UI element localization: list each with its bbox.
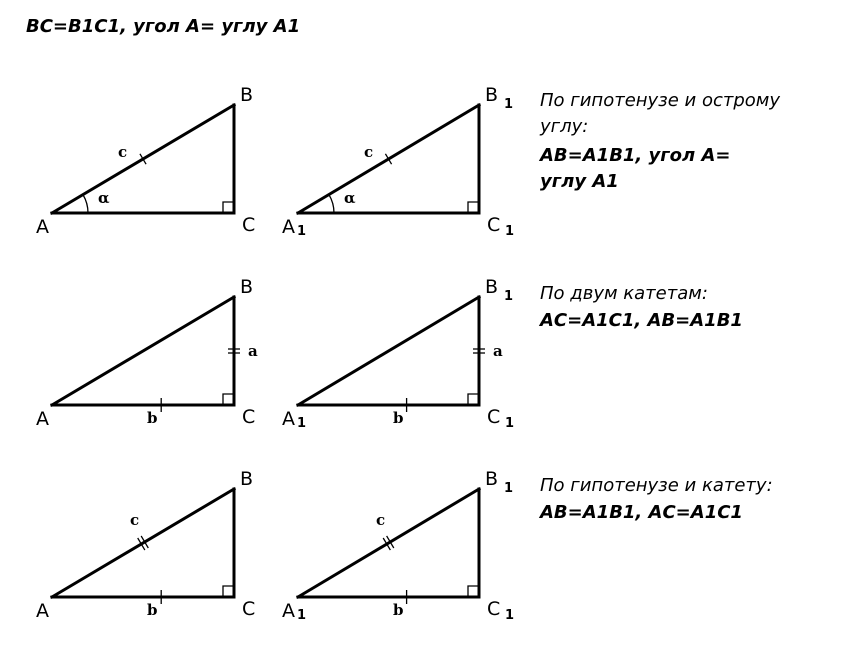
r3-t1-vertex-a: A	[36, 600, 49, 622]
r2-t2-sub-a: 1	[297, 416, 306, 431]
r1-t1-vertex-b: B	[240, 84, 253, 106]
r1-t1-angle-arc	[82, 194, 89, 214]
r3-t1-vertex-c: C	[242, 598, 255, 620]
caption-row3: По гипотенузе и катету:	[540, 475, 773, 496]
r2-t1-hypotenuse	[49, 294, 237, 408]
r3-t2-vertex-b: B	[485, 468, 498, 490]
r2-t1-vertex-c: C	[242, 406, 255, 428]
r3-t1-hyp-tick	[140, 535, 149, 549]
r2-t1-vertex-a: A	[36, 408, 49, 430]
r2-t2-sub-b: 1	[504, 289, 513, 304]
r1-t2-hyp-tick	[384, 153, 393, 165]
r3-t1-right-angle-mark	[222, 585, 234, 597]
r1-t1-right-angle-mark	[222, 201, 234, 213]
r3-t1-hyp-tick	[137, 537, 146, 551]
r3-t2-hyp-tick	[382, 537, 391, 551]
caption-row1-line2: углу:	[540, 116, 589, 137]
r1-t2-angle-arc	[328, 194, 335, 214]
r2-t1-label-a: a	[248, 342, 258, 360]
r2-t2-vertex-a: A	[282, 408, 295, 430]
figure-title: BC=B1C1, угол А= углу А1	[26, 16, 301, 37]
r1-t2-sub-b: 1	[504, 97, 513, 112]
caption-row1-line1: По гипотенузе и острому	[540, 90, 781, 111]
r1-t2-angle-alpha: α	[344, 189, 356, 207]
r2-t2-sub-c: 1	[505, 416, 514, 431]
r3-t2-right-angle-mark	[467, 585, 479, 597]
r3-t1-label-b: b	[147, 601, 158, 619]
result-row1-line2: углу А1	[540, 171, 619, 192]
r1-t2-sub-c: 1	[505, 224, 514, 239]
result-row2: АС=А1С1, АВ=А1В1	[540, 310, 743, 331]
result-row3: АВ=А1В1, АС=А1С1	[540, 502, 743, 523]
r1-t2-vertex-b: B	[485, 84, 498, 106]
r2-t2-vertex-c: C	[487, 406, 500, 428]
r1-t1-vertex-a: A	[36, 216, 49, 238]
r1-t1-hyp-tick	[139, 153, 147, 165]
r3-t2-label-c: c	[376, 511, 385, 529]
r1-t2-sub-a: 1	[297, 224, 306, 239]
r1-t2-label-c: c	[364, 143, 373, 161]
r1-t1-angle-alpha: α	[98, 189, 110, 207]
r3-t1-label-c: c	[130, 511, 139, 529]
result-row1-line1: АВ=А1В1, угол А=	[540, 145, 731, 166]
r2-t1-label-b: b	[147, 409, 158, 427]
r3-t2-sub-a: 1	[297, 608, 306, 623]
r1-t2-vertex-c: C	[487, 214, 500, 236]
r3-t2-vertex-a: A	[282, 600, 295, 622]
r3-t2-label-b: b	[393, 601, 404, 619]
r1-t1-label-c: c	[118, 143, 127, 161]
r3-t2-vertex-c: C	[487, 598, 500, 620]
r2-t2-vertex-b: B	[485, 276, 498, 298]
r2-t1-right-angle-mark	[222, 393, 234, 405]
r2-t2-right-angle-mark	[467, 393, 479, 405]
r1-t2-vertex-a: A	[282, 216, 295, 238]
r3-t1-vertex-b: B	[240, 468, 253, 490]
r3-t2-sub-c: 1	[505, 608, 514, 623]
caption-row2: По двум катетам:	[540, 283, 708, 304]
r1-t2-right-angle-mark	[467, 201, 479, 213]
r1-t1-vertex-c: C	[242, 214, 255, 236]
r3-t1-hypotenuse	[49, 486, 237, 600]
r3-t2-hypotenuse	[295, 486, 482, 600]
r2-t2-label-a: a	[493, 342, 503, 360]
r2-t1-vertex-b: B	[240, 276, 253, 298]
r3-t2-hyp-tick	[386, 535, 395, 549]
r2-t2-hypotenuse	[295, 294, 482, 408]
r2-t2-label-b: b	[393, 409, 404, 427]
r3-t2-sub-b: 1	[504, 481, 513, 496]
